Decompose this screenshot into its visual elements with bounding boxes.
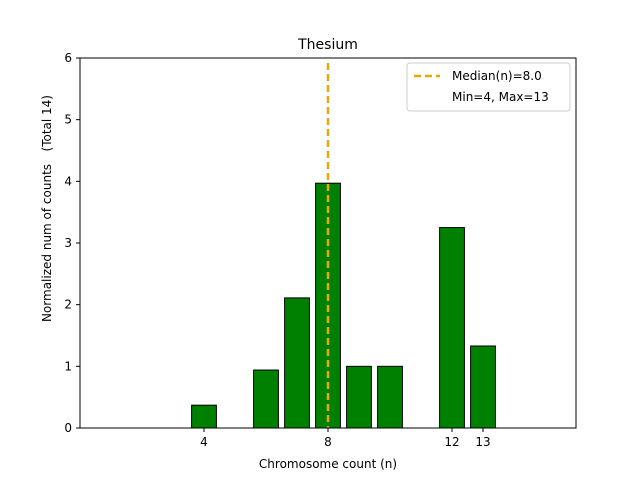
y-tick-label-3: 3 [64,236,72,250]
legend-median-label: Median(n)=8.0 [452,69,542,83]
bar-9 [346,365,372,429]
y-tick-label-0: 0 [64,421,72,435]
plot-frame [79,57,577,429]
y-tick-label-2: 2 [64,298,72,312]
y-axis-note: (Total 14) [40,95,54,151]
bar-12 [439,227,465,429]
legend-minmax-label: Min=4, Max=13 [452,90,549,104]
bar-4 [191,404,217,429]
x-tick-label-13: 13 [475,435,490,449]
x-tick-label-4: 4 [200,435,208,449]
y-tick-label-4: 4 [64,174,72,188]
y-tick-label-5: 5 [64,113,72,127]
bar-6 [253,369,279,429]
bar-10 [377,365,403,429]
legend-box [406,62,571,112]
y-tick-label-6: 6 [64,51,72,65]
chart-title: Thesium [297,37,358,53]
y-axis-label: Normalized num of counts [40,164,54,322]
y-tick-label-1: 1 [64,359,72,373]
x-axis-label: Chromosome count (n) [259,457,397,471]
bar-13 [470,345,496,429]
legend: Median(n)=8.0 Min=4, Max=13 [406,62,571,112]
x-tick-label-8: 8 [324,435,332,449]
bar-7 [284,297,310,429]
x-tick-label-12: 12 [444,435,459,449]
